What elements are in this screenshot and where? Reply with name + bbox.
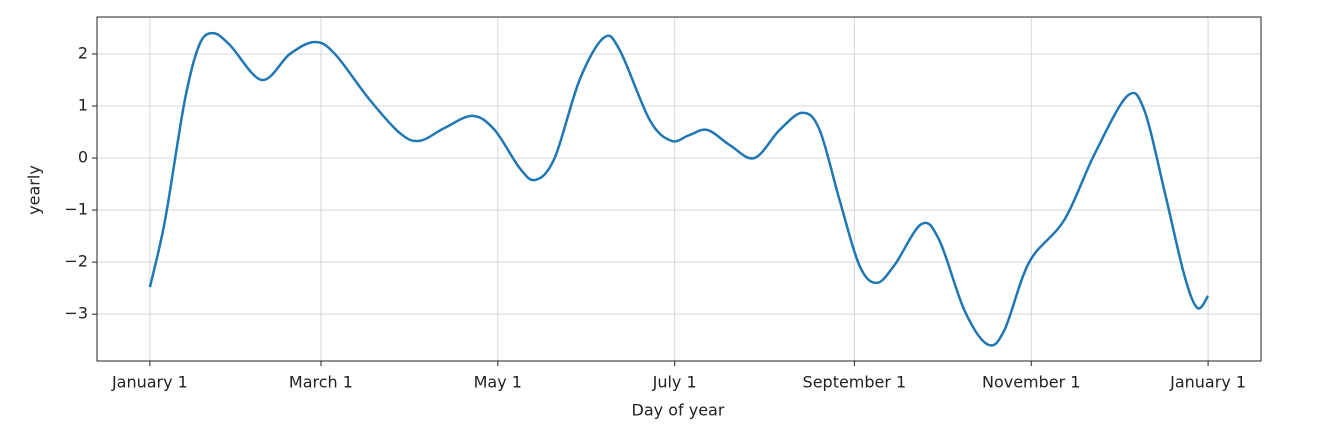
y-tick-label: 0	[78, 148, 88, 167]
x-tick-label: November 1	[982, 373, 1081, 392]
x-tick-label: July 1	[652, 373, 697, 392]
x-tick-label: May 1	[474, 373, 522, 392]
x-tick-label: March 1	[289, 373, 353, 392]
x-tick-label: January 1	[111, 373, 188, 392]
y-axis-label: yearly	[25, 165, 44, 215]
y-tick-label: −3	[64, 304, 88, 323]
y-tick-label: −1	[64, 200, 88, 219]
plot-frame	[96, 16, 1262, 362]
line-series	[148, 31, 1210, 347]
x-tick-label: January 1	[1169, 373, 1246, 392]
x-tick-label: September 1	[803, 373, 907, 392]
x-axis-label: Day of year	[632, 401, 725, 420]
y-tick-label: 2	[78, 43, 88, 62]
y-tick-label: −2	[64, 252, 88, 271]
y-tick-label: 1	[78, 95, 88, 114]
